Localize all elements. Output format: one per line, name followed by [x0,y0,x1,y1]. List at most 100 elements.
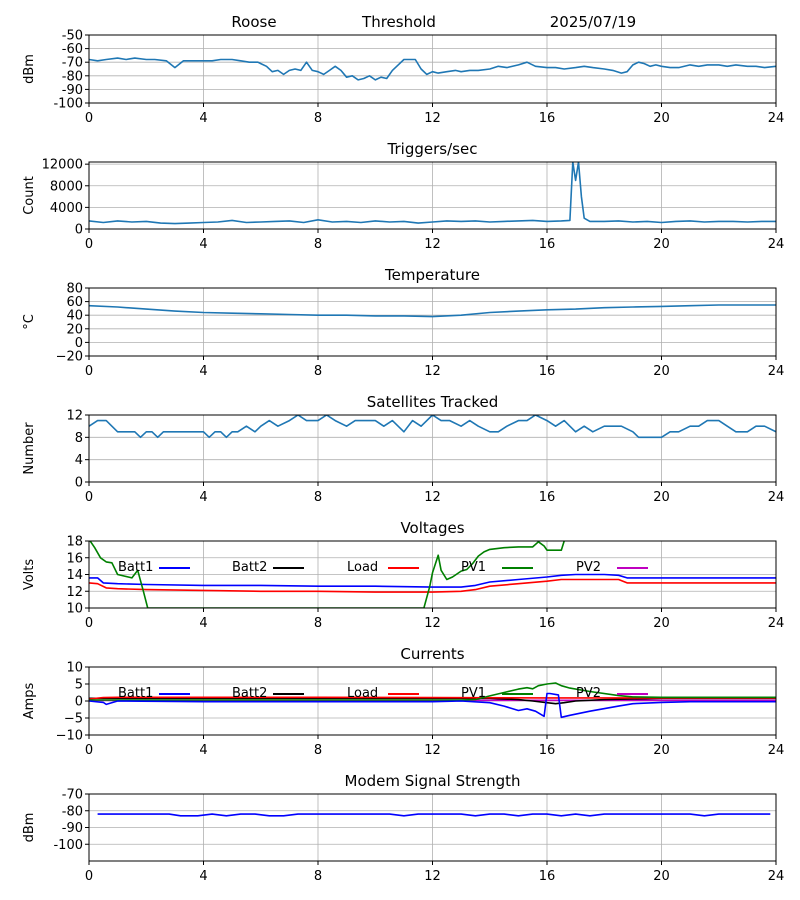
x-tick-label: 4 [199,111,207,126]
y-axis-label: Count [22,176,37,215]
series-line-batt1 [89,692,776,719]
y-tick-label: 60 [66,295,83,310]
y-axis-label: dBm [22,54,37,84]
y-axis-label: Volts [22,559,37,591]
y-tick-label: 16 [66,551,83,566]
x-tick-label: 4 [199,616,207,631]
x-tick-label: 16 [539,616,556,631]
series-line-temperature [89,304,776,318]
x-tick-label: 24 [768,237,785,252]
y-tick-label: 40 [66,309,83,324]
report-date: 2025/07/19 [550,13,636,31]
y-tick-label: -70 [62,56,83,71]
series-line-signal [89,57,776,81]
y-tick-label: -90 [62,83,83,98]
y-tick-label: -100 [53,97,83,112]
x-tick-label: 8 [314,364,322,379]
chart-title: Modem Signal Strength [345,772,521,790]
x-tick-label: 24 [768,616,785,631]
y-tick-label: 0 [75,223,83,238]
y-tick-label: 18 [66,535,83,550]
x-tick-label: 20 [653,490,670,505]
x-tick-label: 20 [653,869,670,884]
legend-label-load: Load [347,560,378,575]
x-tick-label: 0 [85,237,93,252]
y-tick-label: 0 [75,476,83,491]
series-line-triggers [89,162,776,225]
x-tick-label: 24 [768,869,785,884]
series-line-pv1 [89,541,565,608]
chart-title: Currents [400,645,464,663]
x-tick-label: 0 [85,743,93,758]
chart-triggers: 0 4 8 12 16 20 24 0 4000 8000 12000 Count Triggers/s… [22,140,784,252]
x-tick-label: 12 [424,743,441,758]
y-tick-label: −20 [56,350,83,365]
x-tick-label: 8 [314,616,322,631]
y-tick-label: 4 [75,453,83,468]
x-tick-label: 24 [768,490,785,505]
x-tick-label: 4 [199,364,207,379]
y-tick-label: -80 [62,69,83,84]
x-tick-label: 16 [539,364,556,379]
y-tick-label: 4000 [50,201,83,216]
series-line-batt2 [89,697,776,705]
trigger-mode: Threshold [361,13,436,31]
chart-currents: 0 4 8 12 16 20 24 10 5 0 −5 −10 Amps Currents Batt1 Bat… [22,645,784,758]
series-line-pv1 [89,682,776,701]
x-tick-label: 12 [424,364,441,379]
legend-label-pv2: PV2 [576,560,601,575]
chart-title: Temperature [384,266,480,284]
x-tick-label: 20 [653,364,670,379]
x-tick-label: 4 [199,869,207,884]
y-tick-label: 14 [66,568,83,583]
x-tick-label: 4 [199,237,207,252]
x-tick-label: 16 [539,743,556,758]
x-tick-label: 8 [314,237,322,252]
chart-signal: 0 4 8 12 16 20 24 -50-60-70-80-90-100 dBm [22,29,784,127]
y-axis-label: Number [22,422,37,475]
x-tick-label: 0 [85,490,93,505]
x-tick-label: 16 [539,869,556,884]
x-tick-label: 24 [768,111,785,126]
x-tick-label: 20 [653,111,670,126]
x-tick-label: 4 [199,743,207,758]
chart-title: Triggers/sec [387,140,478,158]
x-tick-label: 8 [314,490,322,505]
x-tick-label: 20 [653,237,670,252]
y-tick-label: 12 [66,409,83,424]
legend-label-pv2: PV2 [576,686,601,701]
y-tick-label: −5 [64,712,83,727]
y-axis-label: Amps [22,682,37,719]
y-tick-label: 0 [75,695,83,710]
x-tick-label: 16 [539,111,556,126]
x-tick-label: 12 [424,869,441,884]
y-tick-label: 8000 [50,179,83,194]
y-tick-label: 8 [75,431,83,446]
legend-label-batt1: Batt1 [118,686,153,701]
y-tick-label: -80 [62,804,83,819]
station-name: Roose [231,13,276,31]
x-tick-label: 12 [424,237,441,252]
y-tick-label: -60 [62,42,83,57]
x-tick-label: 0 [85,364,93,379]
y-axis-label: dBm [22,813,37,843]
legend-label-pv1: PV1 [461,560,486,575]
x-tick-label: 20 [653,616,670,631]
y-tick-label: 0 [75,336,83,351]
x-tick-label: 16 [539,237,556,252]
chart-modem: 0 4 8 12 16 20 24 -70-80 -90 -100 dBm Modem Signal … [22,772,784,884]
x-tick-label: 8 [314,111,322,126]
legend-label-batt2: Batt2 [232,560,267,575]
legend-label-pv1: PV1 [461,686,486,701]
x-tick-label: 24 [768,743,785,758]
series-line-load [89,578,776,593]
legend-label-batt1: Batt1 [118,560,153,575]
chart-satellites: 0 4 8 12 16 20 24 0 4 8 12 Number Satellites Tracked [22,393,784,505]
y-tick-label: 12 [66,585,83,600]
y-tick-label: 20 [66,322,83,337]
legend-label-load: Load [347,686,378,701]
